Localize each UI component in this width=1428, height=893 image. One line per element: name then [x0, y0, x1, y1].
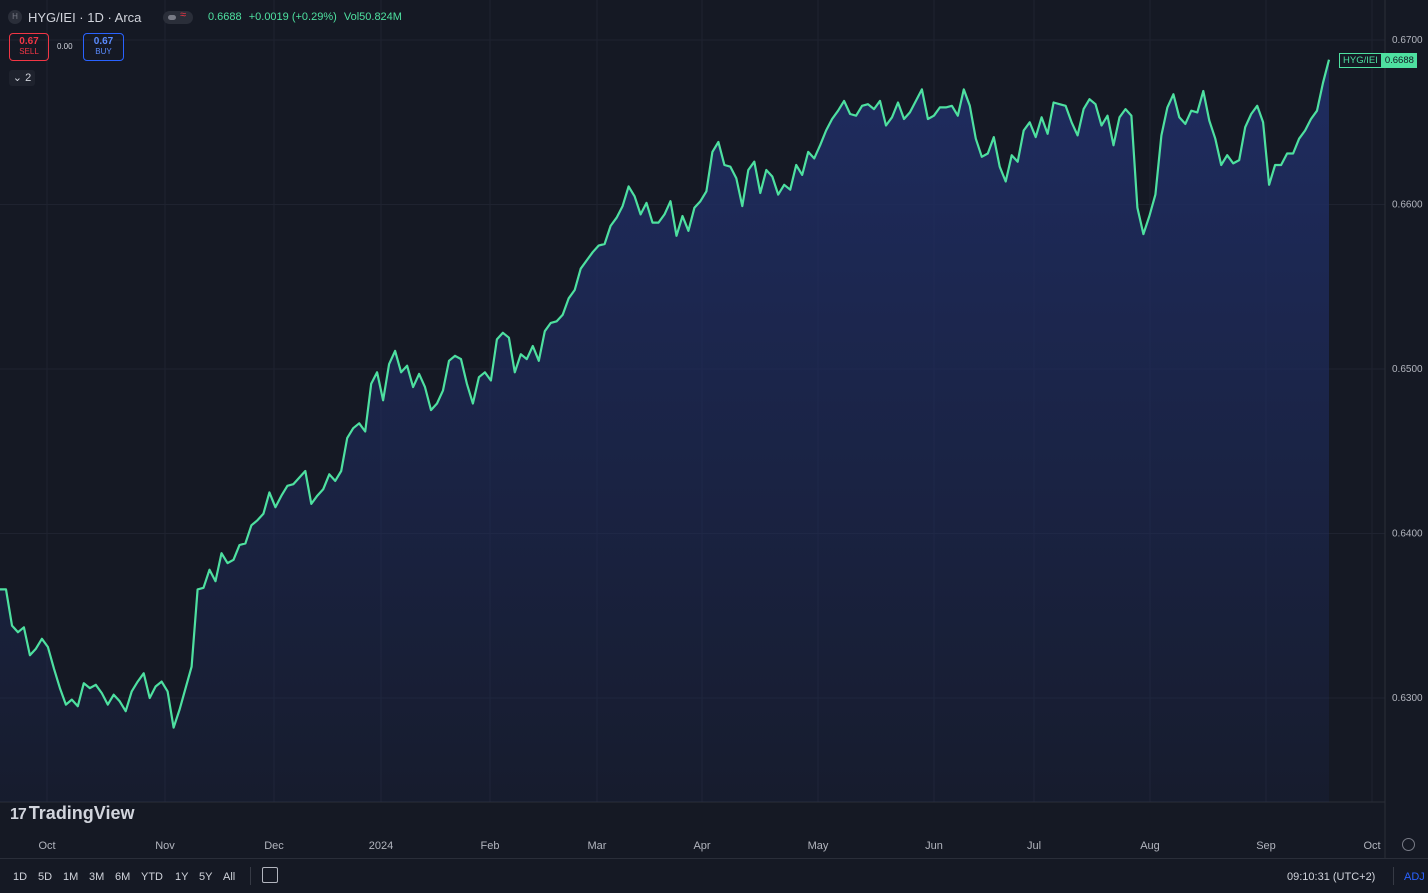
series-line: [0, 59, 1331, 729]
buy-label: BUY: [95, 47, 112, 56]
scale-settings-icon[interactable]: [1402, 838, 1415, 851]
y-tick-label: 0.6600: [1392, 200, 1423, 211]
clock[interactable]: 09:10:31 (UTC+2): [1287, 871, 1376, 883]
series-area-fill: [0, 59, 1329, 802]
y-tick-label: 0.6700: [1392, 35, 1423, 46]
x-tick-label: 2024: [369, 840, 393, 852]
price-tag-symbol: HYG/IEI: [1339, 53, 1382, 68]
indicators-count: 2: [25, 72, 32, 84]
range-1m-button[interactable]: 1M: [63, 871, 79, 883]
bottom-toolbar: 1D 5D 1M 3M 6M YTD 1Y 5Y All 09:10:31 (U…: [0, 858, 1428, 893]
wave-icon: ≈: [180, 9, 187, 21]
x-tick-label: Feb: [481, 840, 500, 852]
buy-button[interactable]: 0.67 BUY: [83, 33, 124, 61]
calendar-icon[interactable]: [262, 867, 278, 883]
x-tick-label: Nov: [155, 840, 175, 852]
x-tick-label: Oct: [1363, 840, 1380, 852]
eye-icon: [168, 15, 176, 20]
range-3m-button[interactable]: 3M: [89, 871, 105, 883]
sell-value: 0.67: [19, 36, 39, 47]
symbol-title[interactable]: HYG/IEI · 1D · Arca: [28, 10, 142, 25]
y-tick-label: 0.6300: [1392, 693, 1423, 704]
y-tick-label: 0.6500: [1392, 364, 1423, 375]
range-1y-button[interactable]: 1Y: [175, 871, 189, 883]
volume: Vol50.824M: [343, 11, 402, 23]
last-price: 0.6688: [208, 11, 242, 23]
x-tick-label: Aug: [1140, 840, 1160, 852]
range-5d-button[interactable]: 5D: [38, 871, 53, 883]
range-1d-button[interactable]: 1D: [13, 871, 28, 883]
price-values: 0.6688 +0.0019 (+0.29%) Vol50.824M: [208, 11, 406, 23]
price-tag-value: 0.6688: [1381, 53, 1417, 68]
buy-value: 0.67: [93, 36, 114, 47]
x-tick-label: Sep: [1256, 840, 1276, 852]
price-change: +0.0019 (+0.29%): [248, 11, 337, 23]
logo-text: TradingView: [28, 803, 135, 823]
toolbar-divider: [250, 867, 251, 885]
x-tick-label: Jun: [925, 840, 943, 852]
x-tick-label: Oct: [38, 840, 55, 852]
symbol-icon: H: [8, 10, 22, 24]
legend-bar: H HYG/IEI · 1D · Arca ≈ 0.6688 +0.0019 (…: [0, 0, 1380, 36]
x-tick-label: Apr: [693, 840, 710, 852]
chevron-down-icon: ⌄: [12, 72, 23, 84]
sell-label: SELL: [19, 47, 39, 56]
range-5y-button[interactable]: 5Y: [199, 871, 213, 883]
range-all-button[interactable]: All: [223, 871, 236, 883]
adjust-button[interactable]: ADJ: [1404, 871, 1425, 883]
x-tick-label: Jul: [1027, 840, 1041, 852]
x-tick-label: Dec: [264, 840, 284, 852]
range-6m-button[interactable]: 6M: [115, 871, 131, 883]
x-tick-label: May: [808, 840, 829, 852]
tradingview-logo-icon: 17: [10, 806, 27, 823]
indicators-collapse-button[interactable]: ⌄ 2: [9, 70, 35, 86]
spread-value: 0.00: [57, 42, 73, 51]
last-price-tag: HYG/IEI 0.6688: [1339, 53, 1417, 68]
visibility-toggle[interactable]: ≈: [163, 9, 193, 24]
range-ytd-button[interactable]: YTD: [141, 871, 163, 883]
x-tick-label: Mar: [588, 840, 607, 852]
y-tick-label: 0.6400: [1392, 529, 1423, 540]
tradingview-logo[interactable]: 17 TradingView: [10, 803, 135, 824]
sell-button[interactable]: 0.67 SELL: [9, 33, 49, 61]
toolbar-divider: [1393, 867, 1394, 885]
